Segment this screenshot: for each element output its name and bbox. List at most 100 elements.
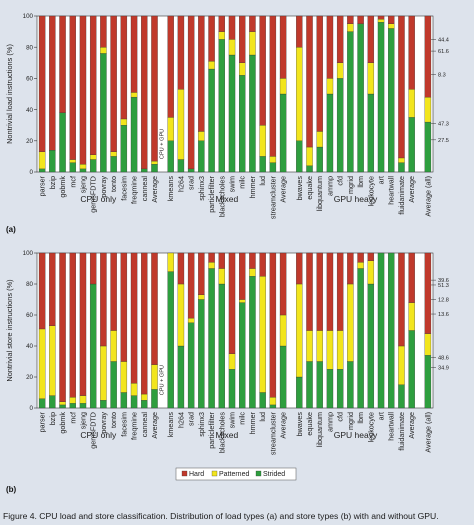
bar-hard (316, 252, 323, 331)
category-label: streamcluster (268, 175, 277, 219)
bar-hard (38, 15, 46, 152)
bar-hard (100, 252, 107, 347)
category-label: mgrid (346, 176, 355, 194)
bar-patterned (388, 23, 395, 29)
category-label: gobmk (58, 176, 67, 198)
bar-hard (347, 15, 354, 24)
bar-strided (306, 165, 313, 173)
bar-patterned (249, 31, 256, 56)
bar-strided (208, 268, 215, 409)
y-axis-label: Nontrivial store instructions (%) (5, 279, 14, 381)
category-label: particlefilter (207, 175, 216, 212)
bar-strided (249, 276, 256, 409)
bar-strided (218, 283, 225, 409)
category-label: ammp (325, 176, 334, 196)
category-label: equake (305, 412, 314, 436)
bar-hard (316, 15, 323, 132)
right-value-label: 61.6 (438, 49, 449, 55)
category-label: gemsFDTD (89, 176, 98, 213)
bar-strided (296, 376, 303, 409)
bar-hard (120, 15, 128, 120)
right-value-label: 47.3 (438, 121, 449, 127)
y-tick-label: 0 (30, 405, 34, 412)
category-label: lbm (356, 412, 365, 424)
bar-patterned (408, 302, 415, 331)
y-tick-label: 20 (26, 138, 33, 145)
bar-patterned (100, 345, 107, 401)
bar-patterned (110, 151, 117, 157)
bar-strided (151, 164, 158, 173)
legend-label: Hard (189, 471, 204, 478)
y-tick-label: 80 (26, 281, 33, 288)
bar-hard (177, 15, 185, 90)
category-label: mcf (68, 176, 77, 188)
bar-strided (388, 252, 395, 409)
bar-strided (398, 162, 405, 173)
bar-strided (100, 53, 107, 173)
bar-hard (279, 252, 287, 316)
bar-strided (89, 159, 97, 173)
bar-strided (408, 117, 415, 173)
bar-hard (198, 252, 205, 295)
bar-patterned (59, 401, 66, 406)
bar-hard (89, 15, 97, 155)
legend-swatch-strided (255, 470, 262, 477)
category-label: milc (238, 176, 247, 189)
bar-patterned (279, 78, 287, 95)
bar-hard (336, 15, 344, 63)
bar-strided (198, 299, 205, 409)
y-tick-label: 40 (26, 107, 33, 114)
bar-strided (110, 361, 117, 409)
bar-strided (141, 168, 148, 173)
right-value-label: 48.6 (438, 356, 449, 362)
bar-strided (69, 162, 76, 173)
bar-strided (141, 400, 148, 409)
bar-hard (141, 252, 148, 395)
bar-patterned (306, 146, 313, 166)
bar-patterned (279, 314, 287, 347)
bar-strided (130, 96, 138, 173)
legend-label: Strided (263, 471, 285, 478)
group-label: CPU only (80, 430, 117, 440)
bar-patterned (306, 330, 313, 362)
category-label: facesim (119, 412, 128, 437)
group-label: GPU heavy (334, 194, 378, 204)
right-value-label: 13.6 (438, 312, 449, 318)
bar-hard (269, 15, 277, 157)
y-tick-label: 80 (26, 44, 33, 51)
category-label: blackscholes (217, 412, 226, 454)
bar-hard (347, 252, 354, 285)
bar-hard (239, 15, 246, 63)
category-label: swim (228, 176, 237, 192)
category-label: tonto (109, 176, 118, 192)
bar-strided (306, 361, 313, 409)
bar-patterned (398, 345, 405, 385)
bar-patterned (398, 157, 405, 163)
bar-strided (120, 392, 128, 409)
category-label: fluidanimate (397, 412, 406, 451)
bar-strided (89, 283, 97, 409)
bar-strided (357, 268, 364, 409)
bar-strided (218, 39, 225, 173)
bar-patterned (151, 160, 158, 165)
bar-patterned (218, 31, 225, 40)
figure: 0 20 40 60 80 100 Nontrivial load instructions… (5, 13, 449, 494)
bar-patterned (167, 252, 174, 272)
figure-svg: 0 20 40 60 80 100 Nontrivial load instructions… (5, 13, 449, 494)
bar-patterned (208, 262, 215, 269)
right-value-label: 8.3 (438, 73, 446, 79)
category-label: h264 (176, 412, 185, 428)
bar-hard (424, 252, 432, 334)
y-tick-label: 100 (23, 250, 34, 257)
bar-patterned (336, 62, 344, 79)
bar-strided (249, 54, 256, 173)
category-label: sjeng (78, 176, 87, 193)
bar-hard (296, 252, 303, 285)
bar-strided (100, 400, 107, 409)
bar-patterned (249, 268, 256, 277)
panel-label: (a) (6, 225, 16, 234)
category-label: kmeans (166, 412, 175, 438)
bar-patterned (228, 353, 236, 370)
category-label: ammp (325, 412, 334, 432)
category-label: facesim (119, 176, 128, 201)
